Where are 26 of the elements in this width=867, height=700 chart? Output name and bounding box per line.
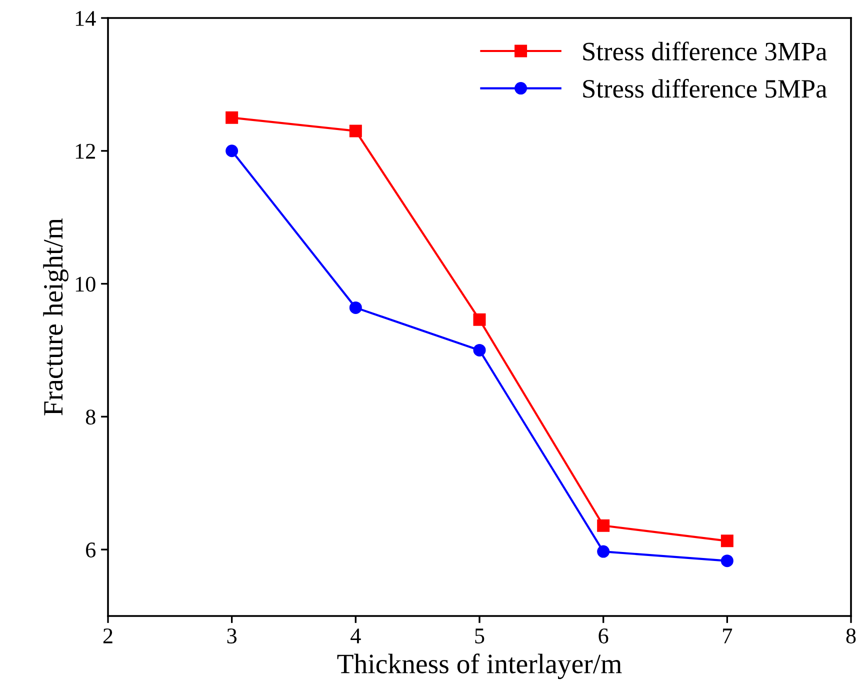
x-tick-label: 5 <box>475 628 484 644</box>
x-tick-label: 6 <box>598 628 608 644</box>
point <box>720 534 734 548</box>
point <box>349 301 362 314</box>
y-tick-label: 14 <box>76 11 96 26</box>
x-tick-label: 2 <box>103 628 112 644</box>
x-axis-title: Thickness of interlayer/m <box>337 654 622 680</box>
legend-label: Stress difference 3MPa <box>583 42 827 60</box>
point <box>597 519 610 532</box>
point <box>720 554 734 568</box>
y-tick-label: 6 <box>86 542 96 558</box>
x-tick-label: 8 <box>846 628 856 644</box>
point <box>597 545 610 558</box>
x-tick-label: 3 <box>227 628 237 644</box>
y-tick-label: 10 <box>76 276 96 292</box>
y-tick-label: 8 <box>86 410 96 425</box>
point <box>226 111 238 124</box>
x-tick-label: 7 <box>723 628 732 644</box>
y-axis-title: Fracture height/m <box>43 218 68 416</box>
point <box>226 144 238 158</box>
legend-label: Stress difference 5MPa <box>583 78 827 98</box>
point <box>473 344 486 356</box>
x-tick-label: 4 <box>350 628 361 644</box>
y-tick-label: 12 <box>76 144 95 159</box>
point <box>349 124 362 138</box>
point <box>473 313 486 326</box>
